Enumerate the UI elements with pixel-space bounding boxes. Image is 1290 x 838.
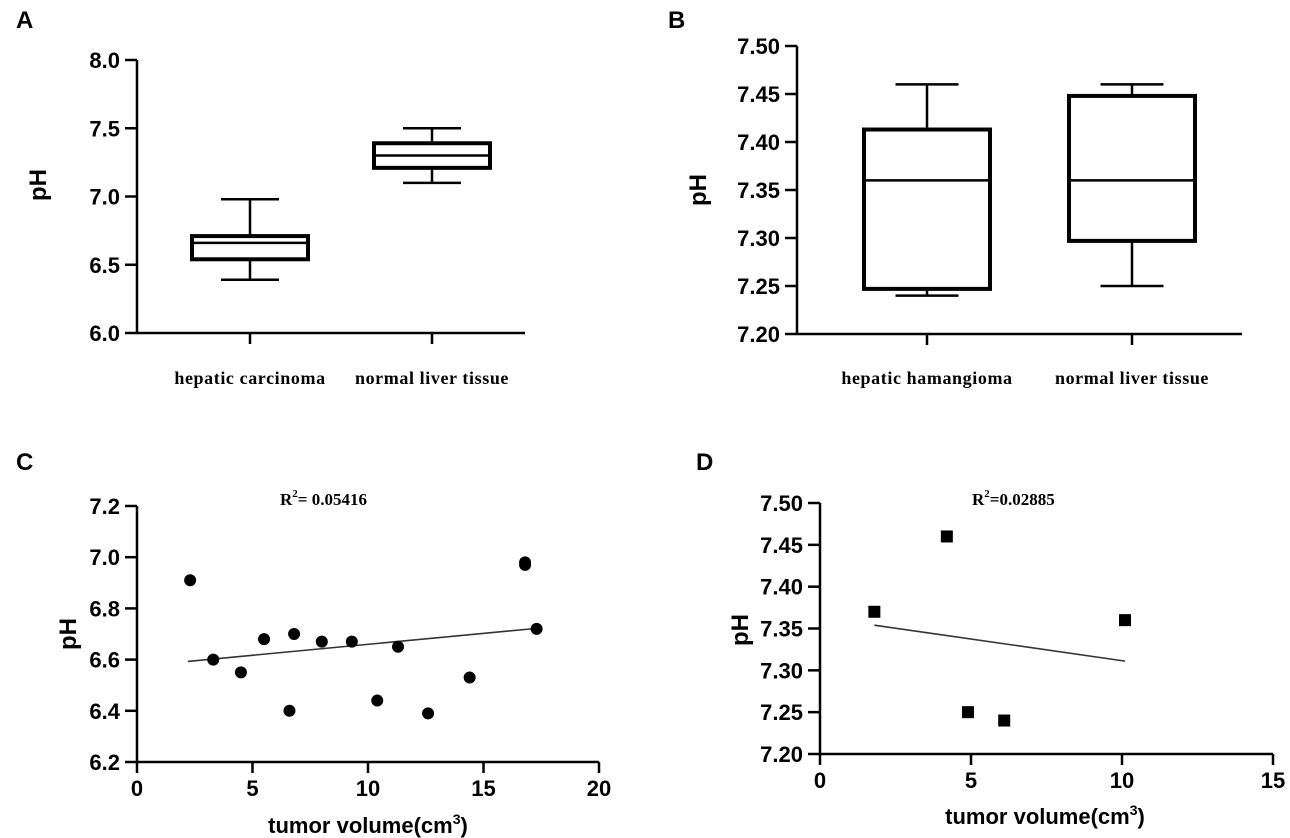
plot-area-d: 7.20 7.25 7.30 7.35 7.40 7.45 7.50 0 5 10 15 — [760, 491, 1285, 793]
panel-b: B pH 7.20 7.25 7.30 7.35 7.40 7.45 7.50 hepati… — [668, 7, 1242, 388]
box-a-0 — [190, 197, 310, 282]
data-point-c — [371, 694, 384, 707]
box-b-0 — [862, 83, 992, 297]
data-point-d — [940, 530, 953, 543]
data-point-c — [207, 653, 220, 666]
y-tick-label-a: 6.0 — [89, 321, 120, 346]
data-point-d — [961, 706, 974, 719]
y-axis-label-c: pH — [55, 618, 82, 650]
y-tick-label-b: 7.25 — [737, 274, 780, 299]
x-label-text-c: tumor volume(cm — [268, 813, 453, 838]
data-point-d — [998, 714, 1011, 727]
y-tick-label-a: 8.0 — [89, 48, 120, 73]
x-label-sup-d: 3 — [1130, 802, 1138, 818]
box-a-1 — [372, 127, 492, 185]
y-tick-label-d: 7.20 — [760, 742, 803, 767]
y-tick-label-c: 7.0 — [89, 545, 120, 570]
y-tick-label-c: 7.2 — [89, 494, 120, 519]
x-axis-label-d: tumor volume(cm3) — [945, 802, 1145, 829]
y-tick-label-d: 7.50 — [760, 491, 803, 516]
x-axis-label-c: tumor volume(cm3) — [268, 811, 468, 838]
y-tick-label-d: 7.35 — [760, 617, 803, 642]
y-tick-label-d: 7.45 — [760, 533, 803, 558]
r2-prefix-c: R — [280, 490, 293, 509]
y-tick-label-b: 7.30 — [737, 226, 780, 251]
r2-prefix-d: R — [972, 490, 985, 509]
y-axis-label-b: pH — [685, 174, 712, 206]
y-tick-label-c: 6.6 — [89, 648, 120, 673]
y-tick-label-c: 6.4 — [89, 699, 120, 724]
x-tick-label-d: 0 — [814, 768, 826, 793]
plot-area-a: 6.0 6.5 7.0 7.5 8.0 — [89, 48, 525, 346]
y-tick-label-a: 7.5 — [89, 116, 120, 141]
data-point-c — [463, 671, 476, 684]
x-tick-label-c: 10 — [356, 776, 380, 801]
category-label-b-1: normal liver tissue — [1055, 368, 1209, 388]
y-axis-label-a: pH — [25, 169, 52, 201]
r-squared-annotation-c: R2= 0.05416 — [280, 488, 367, 509]
regression-line-c — [187, 627, 537, 663]
panel-label-c: C — [16, 449, 33, 476]
category-label-a-0: hepatic carcinoma — [174, 368, 325, 388]
x-label-close-c: ) — [461, 813, 468, 838]
box-iqr — [190, 234, 310, 262]
panel-d: D pH R2=0.02885 7.20 7.25 7.30 7.35 7.40 7.45… — [696, 449, 1285, 829]
x-label-close-d: ) — [1138, 804, 1145, 829]
y-tick-label-b: 7.45 — [737, 82, 780, 107]
plot-area-b: 7.20 7.25 7.30 7.35 7.40 7.45 7.50 — [737, 34, 1242, 347]
regression-line-d — [874, 624, 1126, 662]
y-tick-label-b: 7.50 — [737, 34, 780, 59]
y-tick-label-b: 7.35 — [737, 178, 780, 203]
data-point-c — [184, 574, 197, 587]
r2-sup-c: 2 — [292, 488, 298, 500]
x-tick-label-d: 5 — [965, 768, 977, 793]
data-point-c — [283, 704, 296, 717]
y-tick-label-d: 7.25 — [760, 700, 803, 725]
y-tick-label-a: 7.0 — [89, 185, 120, 210]
panel-a: A pH 6.0 6.5 7.0 7.5 8.0 hepatic carcinoma n… — [16, 7, 525, 388]
y-tick-label-b: 7.20 — [737, 322, 780, 347]
data-point-c — [345, 635, 358, 648]
data-point-c — [519, 556, 532, 569]
y-tick-label-c: 6.8 — [89, 596, 120, 621]
data-point-c — [392, 640, 405, 653]
x-tick-label-d: 15 — [1261, 768, 1285, 793]
data-point-c — [315, 635, 328, 648]
x-tick-label-c: 15 — [471, 776, 495, 801]
category-label-a-1: normal liver tissue — [355, 368, 509, 388]
data-point-d — [1119, 614, 1132, 627]
box-iqr — [862, 127, 992, 291]
r2-sup-d: 2 — [984, 488, 990, 500]
panel-c: C pH R2= 0.05416 6.2 6.4 6.6 6.8 7.0 7.2 0 5 10 1… — [16, 449, 611, 838]
x-label-text-d: tumor volume(cm — [945, 804, 1130, 829]
x-tick-label-c: 20 — [587, 776, 611, 801]
x-tick-label-c: 0 — [131, 776, 143, 801]
y-axis-label-d: pH — [727, 614, 754, 646]
x-tick-label-d: 10 — [1110, 768, 1134, 793]
box-b-1 — [1067, 83, 1197, 288]
data-point-d — [868, 605, 881, 618]
r2-value-d: =0.02885 — [990, 490, 1055, 509]
panel-label-a: A — [16, 7, 33, 34]
box-iqr — [1067, 93, 1197, 243]
y-tick-label-c: 6.2 — [89, 750, 120, 775]
x-tick-label-c: 5 — [246, 776, 258, 801]
category-label-b-0: hepatic hamangioma — [841, 368, 1012, 388]
y-tick-label-d: 7.40 — [760, 575, 803, 600]
data-point-c — [258, 633, 271, 646]
data-point-c — [422, 707, 435, 720]
data-point-c — [234, 666, 247, 679]
panel-label-d: D — [696, 449, 713, 476]
plot-area-c: 6.2 6.4 6.6 6.8 7.0 7.2 0 5 10 15 20 — [89, 494, 611, 801]
data-point-c — [530, 622, 543, 635]
x-label-sup-c: 3 — [453, 811, 461, 827]
r2-value-c: = 0.05416 — [298, 490, 367, 509]
data-point-c — [288, 628, 301, 640]
y-tick-label-d: 7.30 — [760, 658, 803, 683]
y-tick-label-b: 7.40 — [737, 130, 780, 155]
panel-label-b: B — [668, 7, 685, 34]
y-tick-label-a: 6.5 — [89, 253, 120, 278]
r-squared-annotation-d: R2=0.02885 — [972, 488, 1055, 509]
